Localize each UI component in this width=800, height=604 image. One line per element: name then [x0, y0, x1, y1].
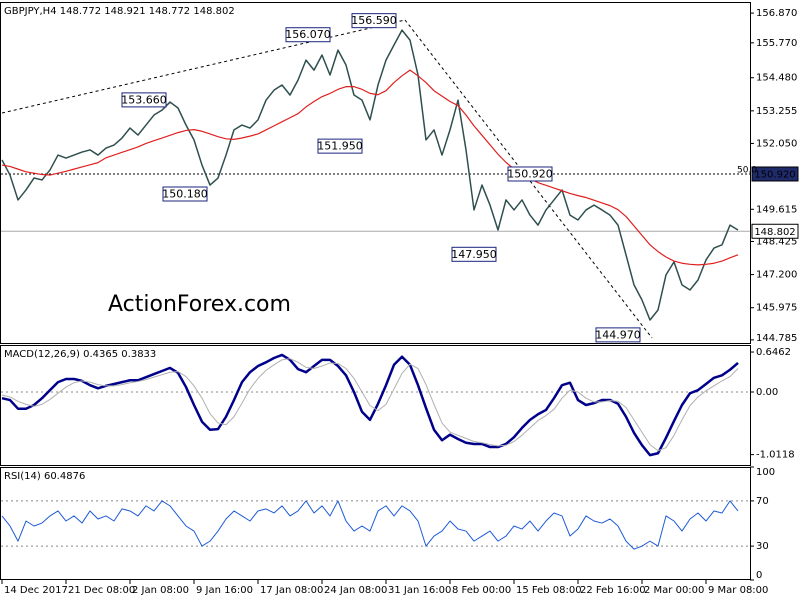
y-tick-label: 156.870 [756, 8, 797, 19]
annotation-box [121, 92, 167, 108]
fib-label: 50.0 [737, 165, 757, 175]
y-tick-label: 0.6462 [756, 347, 791, 358]
annotation-label: 156.590 [351, 14, 397, 27]
annotation-box [317, 138, 363, 154]
x-tick-label: 21 Dec 08:00 [68, 585, 135, 596]
x-tick-label: 2 Mar 00:00 [644, 585, 704, 596]
annotation-box [595, 327, 641, 343]
x-tick-label: 15 Feb 08:00 [516, 585, 582, 596]
y-tick-label: 152.050 [756, 138, 797, 149]
annotation-label: 153.660 [121, 93, 167, 106]
x-tick-label: 9 Jan 16:00 [196, 585, 253, 596]
annotation-label: 150.180 [162, 187, 208, 200]
annotation-label: 151.950 [317, 140, 363, 153]
y-tick-label: 30 [756, 541, 769, 552]
y-tick-label: 153.255 [756, 106, 797, 117]
series-line [1, 353, 739, 457]
y-tick-label: -1.0118 [756, 450, 795, 461]
series-line [1, 358, 739, 452]
price-label: 148.802 [754, 227, 795, 238]
annotation-box [162, 186, 208, 202]
panel-frame [0, 345, 751, 466]
y-tick-label: 0 [756, 570, 762, 581]
y-tick-label: 70 [756, 496, 769, 507]
y-tick-label: 145.975 [756, 303, 797, 314]
annotation-box [507, 166, 553, 182]
annotation-label: 156.070 [285, 28, 331, 41]
watermark: ActionForex.com [108, 292, 291, 317]
series-line [1, 500, 739, 550]
price-label: 150.920 [754, 169, 795, 180]
trendline [1, 19, 406, 114]
price-label-box [751, 223, 799, 239]
y-tick-label: 154.480 [756, 73, 797, 84]
panel-frame [0, 2, 751, 344]
y-tick-label: 100 [756, 467, 775, 478]
annotation-label: 150.920 [507, 167, 553, 180]
panel-title: RSI(14) 60.4876 [4, 471, 85, 482]
x-tick-label: 8 Feb 00:00 [452, 585, 511, 596]
y-tick-label: 149.615 [756, 204, 797, 215]
trendline [404, 19, 653, 339]
x-tick-label: 9 Mar 08:00 [708, 585, 768, 596]
x-tick-label: 24 Jan 08:00 [324, 585, 387, 596]
annotation-label: 147.950 [451, 248, 497, 261]
y-tick-label: 0.00 [756, 387, 778, 398]
background-layer [1, 19, 653, 339]
x-tick-label: 22 Feb 16:00 [580, 585, 646, 596]
series-line [1, 29, 739, 321]
annotation-box [451, 246, 497, 262]
panel-title: MACD(12,26,9) 0.4365 0.3833 [4, 349, 156, 360]
y-tick-label: 148.425 [756, 236, 797, 247]
panel-title: GBPJPY,H4 148.772 148.921 148.772 148.80… [4, 6, 235, 17]
panel-frame [0, 467, 751, 580]
x-tick-label: 2 Jan 08:00 [132, 585, 189, 596]
x-tick-label: 17 Jan 08:00 [260, 585, 323, 596]
x-tick-label: 14 Dec 2017 [4, 585, 68, 596]
annotation-box [285, 27, 331, 43]
series-line [1, 69, 739, 266]
x-tick-label: 31 Jan 16:00 [388, 585, 451, 596]
y-tick-label: 144.785 [756, 333, 797, 344]
y-tick-label: 147.200 [756, 270, 797, 281]
price-label-box [751, 166, 799, 182]
y-tick-label: 155.770 [756, 38, 797, 49]
annotation-box [351, 13, 397, 29]
annotation-label: 144.970 [595, 328, 641, 341]
